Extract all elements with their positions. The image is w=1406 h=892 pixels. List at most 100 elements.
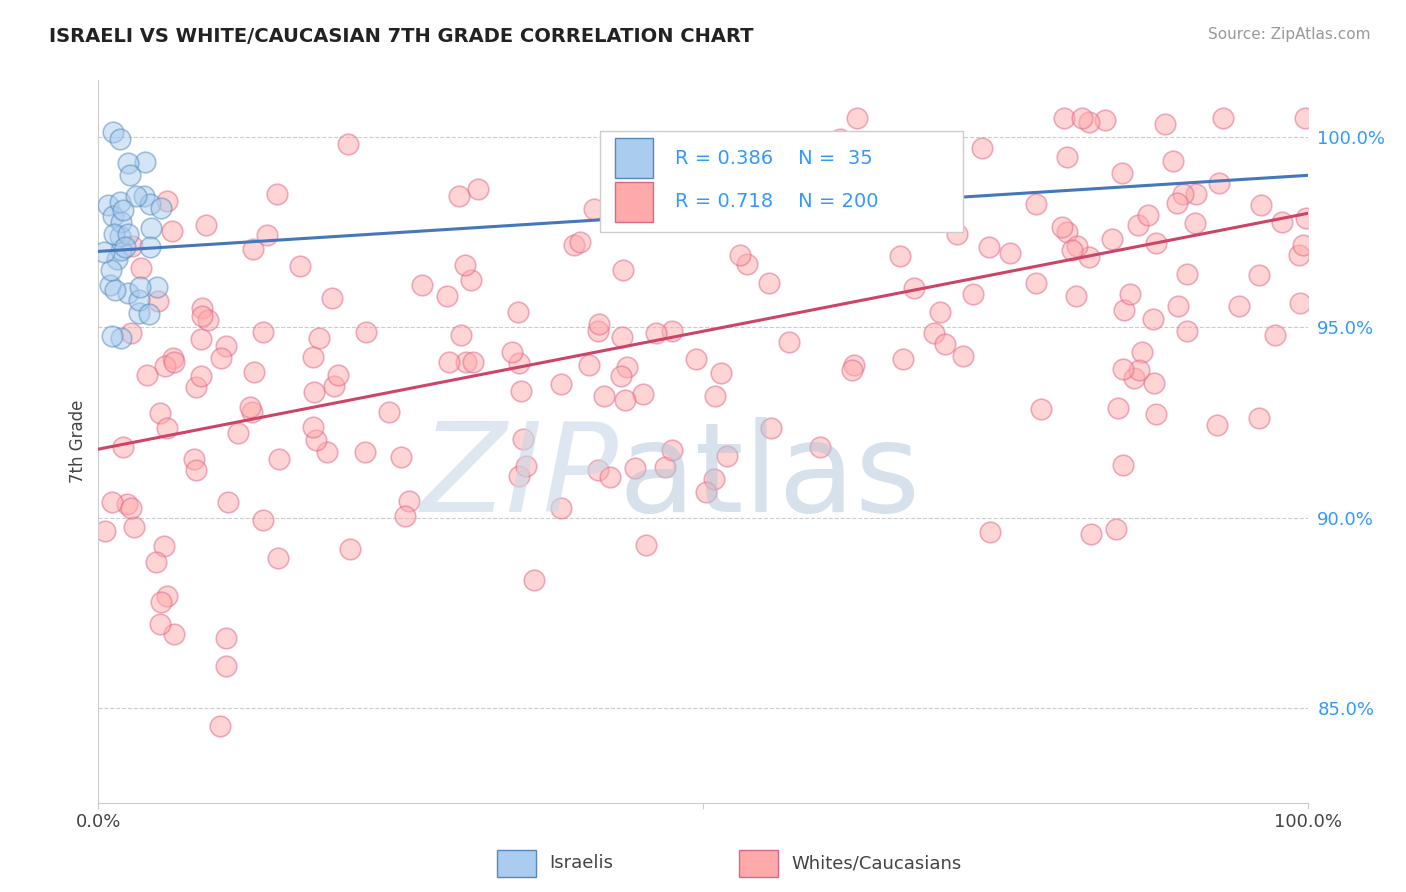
Point <box>308 330 330 344</box>
Point <box>866 163 889 178</box>
Point <box>190 368 212 383</box>
Point <box>1053 112 1076 126</box>
Point <box>830 132 852 146</box>
Point <box>710 366 733 380</box>
Point <box>215 338 238 352</box>
Point <box>256 228 278 243</box>
Point <box>436 288 458 302</box>
Point <box>1064 289 1087 303</box>
Point <box>162 351 184 365</box>
Point <box>550 500 572 515</box>
Y-axis label: 7th Grade: 7th Grade <box>69 400 87 483</box>
Point <box>209 351 232 366</box>
Point <box>1112 362 1135 376</box>
Point <box>582 202 605 216</box>
Point <box>695 485 717 500</box>
Point <box>1208 176 1230 190</box>
Point <box>135 368 157 382</box>
Point <box>117 285 139 300</box>
Point <box>111 202 134 217</box>
Point <box>1264 327 1286 342</box>
Point <box>1250 198 1272 212</box>
Point <box>394 509 416 524</box>
Point <box>1144 236 1167 251</box>
Point <box>633 387 655 401</box>
Point <box>766 157 789 171</box>
Point <box>1105 523 1128 537</box>
Point <box>1080 526 1102 541</box>
Point <box>979 525 1001 540</box>
Point <box>138 307 160 321</box>
Point <box>661 443 683 458</box>
Point <box>354 445 377 459</box>
Point <box>1288 296 1310 310</box>
Point <box>160 224 183 238</box>
Point <box>1292 237 1315 252</box>
Text: atlas: atlas <box>619 417 921 538</box>
Point <box>616 360 638 375</box>
Point <box>508 356 530 370</box>
Point <box>716 449 738 463</box>
Point <box>156 589 179 603</box>
Point <box>863 205 886 219</box>
Point <box>1130 345 1153 359</box>
Point <box>1071 112 1094 126</box>
Point <box>654 460 676 475</box>
Point <box>339 542 361 557</box>
Text: ISRAELI VS WHITE/CAUCASIAN 7TH GRADE CORRELATION CHART: ISRAELI VS WHITE/CAUCASIAN 7TH GRADE COR… <box>49 27 754 45</box>
Point <box>93 244 115 259</box>
Point <box>101 125 124 139</box>
Point <box>1271 215 1294 229</box>
Point <box>1185 187 1208 202</box>
Point <box>145 280 167 294</box>
Point <box>120 500 142 515</box>
Point <box>128 306 150 320</box>
Bar <box>498 850 536 877</box>
Point <box>1066 239 1088 253</box>
Point <box>194 218 217 232</box>
Point <box>191 310 214 324</box>
Point <box>328 368 350 382</box>
Point <box>103 227 125 241</box>
Point <box>240 405 263 419</box>
Point <box>889 249 911 263</box>
Point <box>758 276 780 290</box>
Point <box>94 524 117 538</box>
Point <box>624 461 647 475</box>
Point <box>190 301 212 315</box>
Point <box>302 419 325 434</box>
Point <box>128 293 150 308</box>
Point <box>636 538 658 552</box>
Point <box>437 355 460 369</box>
Point <box>900 201 922 215</box>
Point <box>523 574 546 588</box>
Point <box>124 520 146 534</box>
Bar <box>614 182 654 221</box>
Point <box>588 317 610 331</box>
Point <box>155 194 177 209</box>
Point <box>972 141 994 155</box>
Point <box>1247 268 1270 282</box>
Point <box>149 201 172 215</box>
Point <box>139 197 162 211</box>
Point <box>1107 401 1129 415</box>
Point <box>226 426 249 441</box>
Point <box>125 189 148 203</box>
Point <box>512 432 534 446</box>
Point <box>1142 312 1164 326</box>
Point <box>1247 410 1270 425</box>
Point <box>515 459 537 474</box>
Point <box>977 240 1000 254</box>
Point <box>1056 226 1078 240</box>
Point <box>550 377 572 392</box>
Point <box>1143 376 1166 390</box>
Point <box>778 334 800 349</box>
Point <box>1050 219 1073 234</box>
Point <box>1101 232 1123 246</box>
Point <box>163 355 186 369</box>
Point <box>929 304 952 318</box>
Point <box>1119 287 1142 301</box>
Point <box>599 470 621 484</box>
Point <box>564 238 586 252</box>
Point <box>952 349 974 363</box>
